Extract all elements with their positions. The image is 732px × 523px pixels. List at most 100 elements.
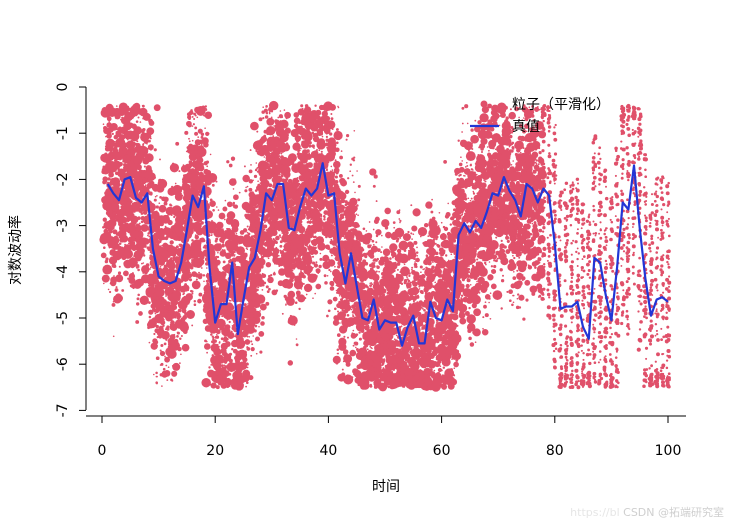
particle-point <box>209 153 212 156</box>
particle-point <box>300 240 303 243</box>
particle-point <box>346 313 350 317</box>
particle-point <box>166 331 169 333</box>
particle-point <box>334 307 337 311</box>
particle-point <box>261 110 265 114</box>
particle-point <box>123 249 133 259</box>
particle-point <box>135 223 140 228</box>
particle-point <box>281 124 284 127</box>
particle-point <box>277 137 280 140</box>
particle-point <box>165 338 168 341</box>
particle-point <box>268 213 273 218</box>
particle-point <box>162 324 165 327</box>
particle-point <box>101 274 110 283</box>
particle-point <box>329 280 335 286</box>
particle-point <box>340 135 343 138</box>
particle-point <box>284 170 291 177</box>
particle-point <box>354 191 356 194</box>
particle-point <box>115 167 117 170</box>
particle-point <box>143 209 146 212</box>
particle-point <box>346 295 348 298</box>
particle-point <box>118 134 126 141</box>
particle-point <box>155 356 160 361</box>
particle-point <box>333 160 341 169</box>
particle-point <box>273 227 275 229</box>
particle-point <box>311 255 315 258</box>
particle-point <box>211 335 214 338</box>
particle-point <box>156 344 158 347</box>
particle-point <box>230 330 233 333</box>
particle-point <box>295 338 298 340</box>
particle-point <box>152 338 158 344</box>
particle-point <box>108 201 111 204</box>
particle-point <box>322 254 330 262</box>
particle-point <box>292 142 301 151</box>
particle-point <box>316 275 318 277</box>
particle-point <box>262 116 265 120</box>
particle-point <box>315 236 325 245</box>
particle-point <box>211 309 213 312</box>
particle-point <box>181 274 186 278</box>
particle-point <box>254 122 258 126</box>
particle-point <box>336 333 341 337</box>
particle-point <box>346 292 349 294</box>
particle-point <box>351 376 354 379</box>
particle-point <box>253 329 257 333</box>
particle-point <box>319 230 322 232</box>
particle-point <box>179 323 189 333</box>
particle-point <box>142 143 145 147</box>
particle-point <box>285 117 288 120</box>
particle-point <box>345 231 354 240</box>
particle-point <box>302 282 305 285</box>
particle-point <box>175 245 179 249</box>
particle-point <box>103 246 106 249</box>
particle-point <box>274 249 278 253</box>
particle-point <box>156 382 158 385</box>
particle-point <box>140 212 144 215</box>
particle-point <box>263 170 265 172</box>
particle-point <box>136 254 139 256</box>
particle-point <box>234 223 238 227</box>
particle-point <box>115 138 123 146</box>
particle-point <box>204 174 210 180</box>
particle-point <box>171 370 178 377</box>
particle-point <box>176 238 178 241</box>
particle-point <box>143 244 147 248</box>
particle-point <box>133 128 136 130</box>
particle-point <box>312 297 314 300</box>
particle-point <box>297 225 306 234</box>
particle-point <box>107 191 111 195</box>
particle-point <box>232 216 235 219</box>
particle-point <box>261 289 264 291</box>
particle-point <box>194 272 197 275</box>
particle-point <box>188 137 190 140</box>
particle-point <box>298 307 301 311</box>
particle-point <box>216 354 223 360</box>
particle-point <box>108 267 112 271</box>
particle-point <box>248 308 250 311</box>
particle-point <box>255 336 260 342</box>
particle-point <box>115 131 118 133</box>
particle-point <box>252 291 256 295</box>
particle-point <box>303 143 309 148</box>
particle-point <box>186 244 190 248</box>
particle-point <box>298 121 302 125</box>
particle-point <box>200 231 203 234</box>
particle-point <box>119 245 122 248</box>
particle-point <box>223 338 226 341</box>
particle-point <box>312 266 314 269</box>
particle-point <box>239 291 241 294</box>
particle-point <box>102 217 107 222</box>
particle-point <box>253 174 258 179</box>
particle-point <box>132 179 136 182</box>
particle-point <box>195 239 202 246</box>
particle-point <box>274 147 277 150</box>
particle-point <box>174 316 177 319</box>
particle-point <box>205 267 208 269</box>
particle-point <box>139 253 141 256</box>
particle-point <box>134 163 141 170</box>
particle-point <box>196 116 199 119</box>
particle-point <box>269 202 275 207</box>
particle-point <box>216 373 219 376</box>
particle-point <box>351 174 354 177</box>
particle-point <box>166 301 169 303</box>
